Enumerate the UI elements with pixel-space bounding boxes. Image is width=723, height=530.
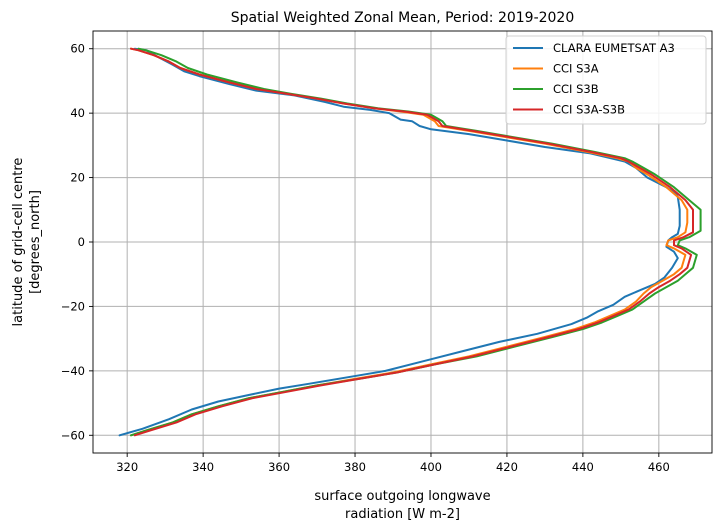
x-axis: 320 340 360 380 400 420 440 460 xyxy=(116,453,670,474)
y-tick-label: −20 xyxy=(61,299,85,313)
x-tick-label: 380 xyxy=(344,460,366,474)
y-tick-label: 0 xyxy=(78,235,85,249)
y-tick-label: −40 xyxy=(61,364,85,378)
legend: CLARA EUMETSAT A3 CCI S3A CCI S3B CCI S3A-S… xyxy=(505,35,707,125)
legend-label: CCI S3A-S3B xyxy=(553,103,625,117)
y-tick-label: 20 xyxy=(70,171,85,185)
x-tick-label: 340 xyxy=(192,460,214,474)
x-tick-label: 420 xyxy=(496,460,518,474)
y-axis-label-line-1: latitude of grid-cell centre xyxy=(11,158,26,327)
y-axis-label-line-2: [degrees_north] xyxy=(28,190,43,294)
x-tick-label: 360 xyxy=(268,460,290,474)
series-lines xyxy=(118,47,702,437)
x-tick-label: 400 xyxy=(420,460,442,474)
legend-label: CCI S3B xyxy=(553,82,599,96)
x-axis-label-line-2: radiation [W m-2] xyxy=(345,507,460,522)
x-tick-label: 320 xyxy=(116,460,138,474)
legend-label: CLARA EUMETSAT A3 xyxy=(553,41,675,55)
series-line-4 xyxy=(130,47,694,437)
y-tick-label: 40 xyxy=(70,106,85,120)
x-axis-label-line-1: surface outgoing longwave xyxy=(314,489,490,504)
x-tick-label: 460 xyxy=(648,460,670,474)
y-tick-label: 60 xyxy=(70,42,85,56)
series-line-1 xyxy=(118,47,681,437)
y-tick-label: −60 xyxy=(61,428,85,442)
legend-box xyxy=(505,35,707,125)
y-axis: −60 −40 −20 0 20 40 60 xyxy=(61,42,93,442)
x-tick-label: 440 xyxy=(572,460,594,474)
legend-label: CCI S3A xyxy=(553,62,599,76)
chart-title: Spatial Weighted Zonal Mean, Period: 201… xyxy=(231,10,575,26)
